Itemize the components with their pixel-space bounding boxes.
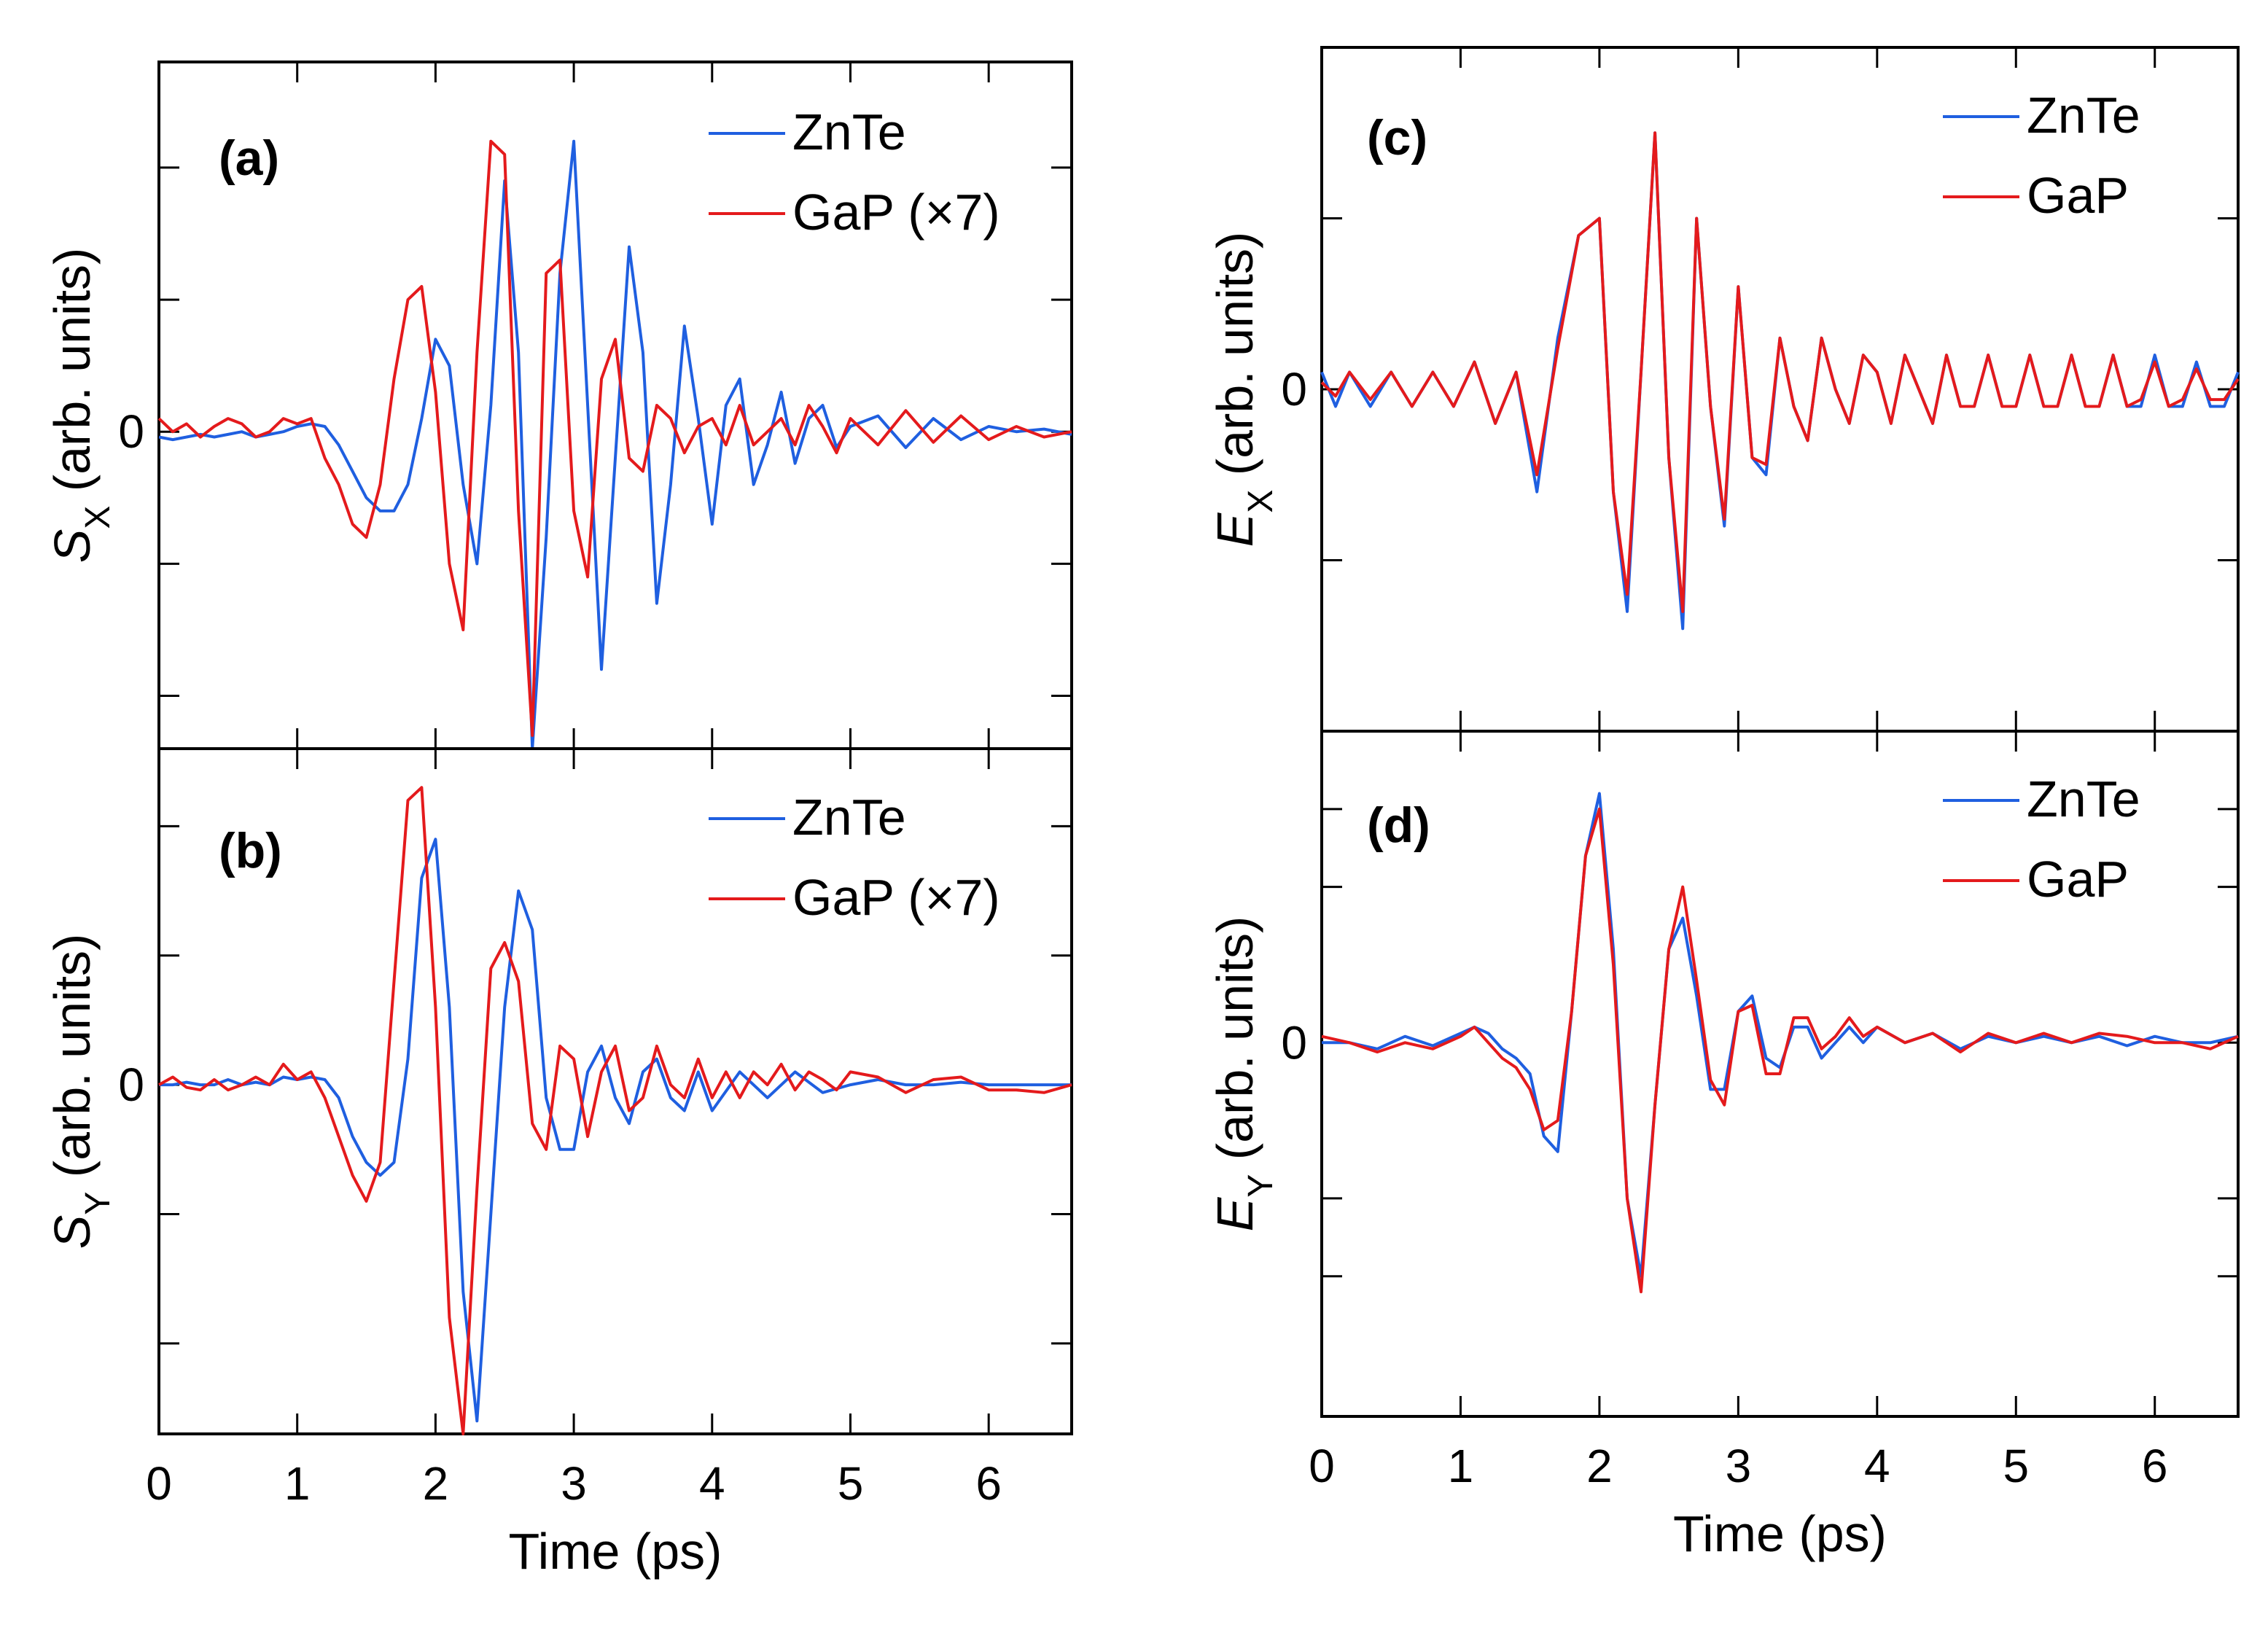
x-axis-label-b: Time (ps): [509, 1523, 722, 1580]
legend-label-gap-d: GaP: [2027, 851, 2129, 908]
y-axis-label-symbol-a: S: [44, 529, 101, 564]
panel-label-d: (d): [1367, 798, 1430, 853]
axis-ticks-a: [157, 62, 1072, 749]
y-axis-label-units-d: (arb. units): [1207, 916, 1263, 1174]
series-line-d-gap: [1321, 807, 2239, 1294]
panel-c: (c) 0 EX (arb. units) ZnTe GaP: [1207, 46, 2240, 733]
y-axis-label-c: EX (arb. units): [1207, 232, 1280, 547]
y-axis-label-subscript-c: X: [1242, 490, 1280, 513]
y-axis-label-units-a: (arb. units): [44, 248, 101, 506]
legend-label-znte-d: ZnTe: [2027, 771, 2140, 827]
legend-label-znte-a: ZnTe: [792, 104, 906, 160]
y-axis-label-symbol-d: E: [1207, 1196, 1263, 1231]
x-tick-label-b-6: 6: [975, 1457, 1002, 1510]
plot-frame-d: [1320, 730, 2240, 1418]
legend-d: ZnTe GaP: [1943, 771, 2140, 908]
y-axis-label-units-c: (arb. units): [1207, 232, 1263, 490]
x-axis-label-d: Time (ps): [1673, 1505, 1887, 1562]
legend-label-gap-b: GaP (×7): [792, 869, 1000, 926]
x-tick-label-d-1: 1: [1448, 1440, 1474, 1492]
x-tick-label-b-3: 3: [561, 1457, 587, 1510]
legend-label-znte-c: ZnTe: [2027, 87, 2140, 144]
plot-frame-c: [1320, 46, 2240, 733]
axis-ticks-d: 0 1 2 3 4 5 6: [1309, 731, 2238, 1492]
series-line-b-znte: [159, 838, 1072, 1423]
y-axis-label-symbol-b: S: [44, 1215, 101, 1249]
x-tick-label-d-4: 4: [1864, 1440, 1890, 1492]
x-tick-label-d-3: 3: [1726, 1440, 1752, 1492]
y-axis-label-d: EY (arb. units): [1207, 916, 1280, 1232]
y-axis-label-subscript-a: X: [79, 506, 117, 529]
y-zero-label-d: 0: [1281, 1016, 1307, 1069]
legend-a: ZnTe GaP (×7): [709, 104, 1000, 241]
y-zero-label-c: 0: [1281, 363, 1307, 416]
panel-label-c: (c): [1367, 110, 1427, 165]
legend-label-gap-c: GaP: [2027, 167, 2129, 224]
panel-a: (a) 0 SX (arb. units) ZnTe GaP (×7): [44, 61, 1073, 750]
legend-label-znte-b: ZnTe: [792, 789, 906, 846]
panel-label-b: (b): [219, 823, 282, 878]
x-tick-label-b-4: 4: [699, 1457, 725, 1510]
x-tick-label-b-2: 2: [423, 1457, 449, 1510]
x-tick-label-d-2: 2: [1586, 1440, 1613, 1492]
y-axis-label-a: SX (arb. units): [44, 248, 117, 564]
x-tick-label-d-5: 5: [2003, 1440, 2029, 1492]
x-tick-label-d-6: 6: [2142, 1440, 2168, 1492]
y-axis-label-subscript-d: Y: [1242, 1174, 1280, 1198]
x-tick-label-b-0: 0: [146, 1457, 172, 1510]
legend-c: ZnTe GaP: [1943, 87, 2140, 224]
traces-a: [157, 139, 1072, 750]
traces-b: [158, 786, 1072, 1435]
plot-frame-b: [157, 747, 1073, 1435]
y-axis-label-symbol-c: E: [1207, 512, 1263, 547]
y-axis-label-units-b: (arb. units): [44, 934, 101, 1192]
y-zero-label-b: 0: [118, 1058, 144, 1111]
axis-ticks-b: 0 1 2 3 4 5 6: [146, 749, 1072, 1510]
series-line-a-gap: [157, 139, 1072, 737]
y-axis-label-b: SY (arb. units): [44, 934, 117, 1249]
series-line-b-gap: [158, 786, 1072, 1435]
traces-d: [1321, 792, 2239, 1294]
legend-label-gap-a: GaP (×7): [792, 184, 1000, 241]
panel-label-a: (a): [219, 130, 279, 186]
y-axis-label-subscript-b: Y: [79, 1192, 117, 1215]
x-tick-label-b-5: 5: [838, 1457, 864, 1510]
legend-b: ZnTe GaP (×7): [709, 789, 1000, 926]
y-zero-label-a: 0: [118, 405, 144, 458]
x-tick-label-d-0: 0: [1309, 1440, 1335, 1492]
x-tick-label-b-1: 1: [284, 1457, 311, 1510]
axis-ticks-c: [1320, 47, 2238, 731]
traces-c: [1320, 131, 2240, 631]
plot-frame-a: [157, 61, 1073, 750]
series-line-c-gap: [1320, 131, 2240, 613]
